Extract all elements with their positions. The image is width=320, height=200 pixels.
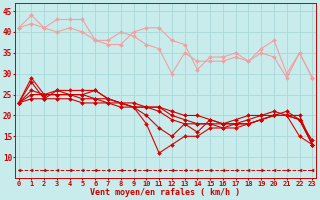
X-axis label: Vent moyen/en rafales ( km/h ): Vent moyen/en rafales ( km/h ) [91, 188, 240, 197]
